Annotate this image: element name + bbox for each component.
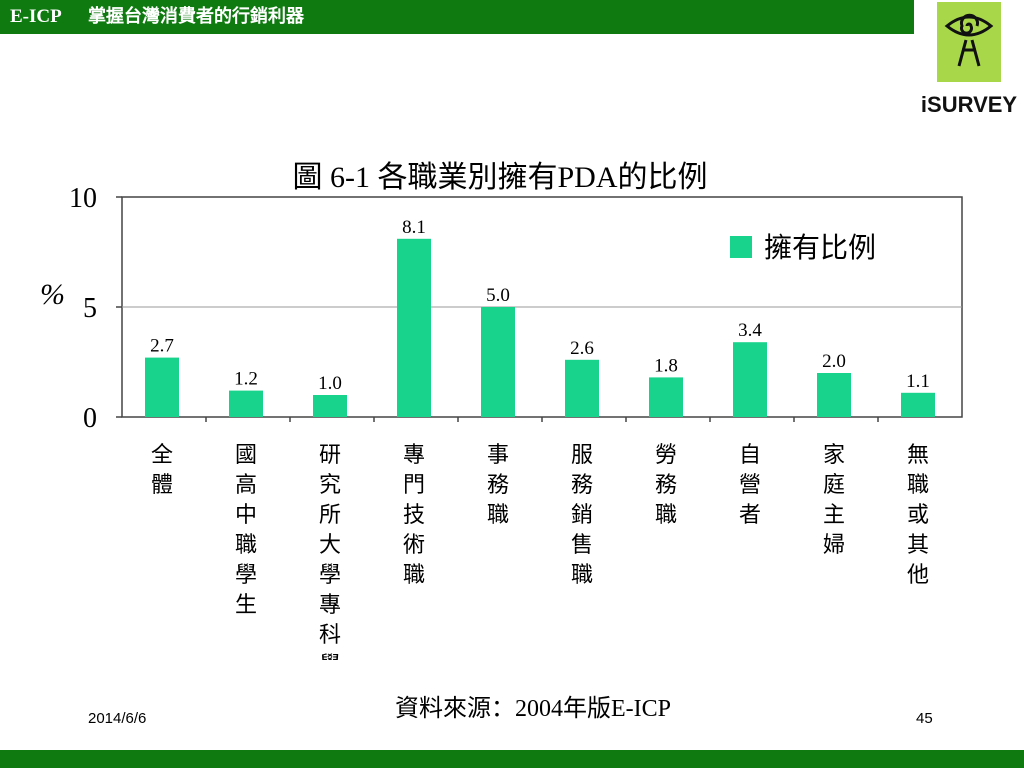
- chart-title: 圖 6-1 各職業別擁有PDA的比例: [292, 161, 708, 194]
- spiral-eye-figure-icon: [944, 13, 994, 67]
- data-label: 2.0: [822, 351, 846, 372]
- bar: [649, 377, 683, 417]
- isurvey-logo: iSURVEY: [921, 2, 1018, 117]
- page-number: 45: [916, 710, 933, 727]
- category-label: 國高中職學生: [235, 443, 257, 618]
- data-label: 1.1: [906, 371, 930, 392]
- header-bar: E-ICP 掌握台灣消費者的行銷利器: [0, 0, 914, 34]
- data-label: 5.0: [486, 285, 510, 306]
- category-label: 服務銷售職: [571, 443, 593, 588]
- legend-swatch: [730, 236, 752, 258]
- bar: [145, 357, 179, 417]
- category-label: 無職或其他: [907, 443, 929, 588]
- bar: [817, 373, 851, 417]
- source-note: 資料來源：2004年版E-ICP: [395, 696, 671, 722]
- data-label: 3.4: [738, 320, 762, 341]
- bar: [481, 307, 515, 417]
- data-label: 1.0: [318, 373, 342, 394]
- bar: [901, 392, 935, 417]
- y-tick-label: 10: [69, 183, 97, 214]
- y-tick-label: 5: [83, 293, 97, 324]
- bar-chart: 0 5 10 2.7 1.2 1.0 8.1 5.0 2.6 1.8 3.4 2.0 1.1 全體 國高中職…: [69, 183, 963, 660]
- category-label: 事務職: [487, 443, 509, 528]
- brand-label: E-ICP: [10, 6, 62, 27]
- bar: [397, 238, 431, 417]
- legend-label: 擁有比例: [764, 231, 876, 264]
- category-label: 研究所大學專科學生: [319, 443, 341, 660]
- bar: [565, 359, 599, 417]
- y-axis-label: %: [40, 278, 65, 311]
- category-label: 全體: [151, 443, 173, 498]
- bar: [313, 395, 347, 417]
- category-label: 家庭主婦: [823, 443, 845, 558]
- data-label: 1.8: [654, 355, 678, 376]
- bar: [733, 342, 767, 417]
- data-label: 2.6: [570, 338, 594, 359]
- category-label: 專門技術職: [403, 443, 425, 588]
- slogan-label: 掌握台灣消費者的行銷利器: [88, 6, 304, 27]
- category-label: 勞務職: [655, 443, 677, 528]
- data-label: 1.2: [234, 369, 258, 390]
- logo-text: iSURVEY: [921, 92, 1018, 117]
- data-label: 2.7: [150, 336, 174, 357]
- y-tick-label: 0: [83, 403, 97, 434]
- bar: [229, 390, 263, 417]
- data-label: 8.1: [402, 217, 426, 238]
- footer-bar: [0, 750, 1024, 768]
- category-label: 自營者: [739, 443, 761, 528]
- footer-date: 2014/6/6: [88, 710, 147, 727]
